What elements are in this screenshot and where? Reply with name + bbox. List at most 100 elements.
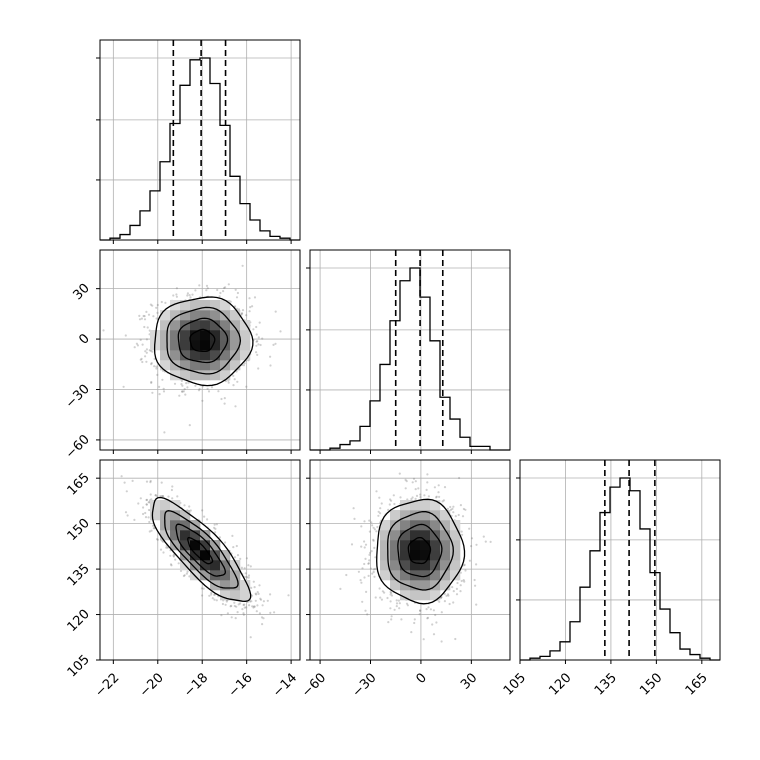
scatter-point	[202, 587, 205, 590]
density-cell	[440, 550, 451, 561]
scatter-point	[215, 599, 218, 602]
p0_hist-panel	[96, 39, 301, 244]
scatter-point	[489, 540, 492, 544]
density-cell	[440, 520, 451, 531]
density-cell	[410, 590, 421, 601]
scatter-point	[155, 367, 158, 370]
scatter-point	[160, 300, 163, 304]
density-cell	[190, 330, 201, 341]
x-tick-label: −14	[270, 670, 300, 700]
scatter-point	[260, 616, 264, 619]
scatter-point	[206, 287, 209, 290]
scatter-point	[159, 548, 163, 551]
scatter-point	[431, 623, 434, 626]
density-cell	[200, 350, 211, 361]
scatter-point	[470, 545, 473, 548]
scatter-point	[398, 602, 401, 605]
scatter-point	[139, 338, 142, 341]
scatter-point	[419, 496, 422, 499]
scatter-point	[185, 572, 188, 575]
scatter-point	[438, 600, 441, 603]
contour-line	[407, 536, 432, 565]
density-cell	[150, 510, 161, 521]
scatter-point	[464, 508, 467, 511]
density-cell	[390, 560, 401, 571]
scatter-point	[459, 504, 462, 507]
scatter-point	[242, 613, 245, 616]
density-cell	[400, 500, 411, 511]
scatter-point	[411, 481, 414, 484]
density-cell	[190, 340, 201, 351]
scatter-point	[381, 590, 384, 593]
scatter-point	[147, 508, 151, 512]
density-cell	[230, 360, 241, 371]
scatter-point	[162, 551, 165, 554]
scatter-point	[229, 605, 232, 608]
scatter-point	[379, 596, 382, 599]
scatter-point	[144, 350, 147, 353]
scatter-point	[180, 379, 183, 382]
scatter-point	[398, 472, 401, 475]
scatter-point	[462, 564, 465, 567]
scatter-point	[368, 559, 371, 562]
y-tick-label: 30	[71, 281, 93, 303]
scatter-point	[150, 498, 153, 501]
scatter-point	[456, 581, 459, 585]
scatter-point	[259, 597, 262, 600]
scatter-point	[102, 329, 105, 332]
scatter-point	[378, 496, 381, 499]
scatter-point	[177, 562, 180, 565]
density-cell	[440, 530, 451, 541]
scatter-point	[183, 504, 186, 507]
scatter-point	[440, 611, 443, 614]
scatter-point	[158, 393, 161, 396]
scatter-point	[233, 556, 237, 559]
x-tick-label: −18	[181, 670, 211, 700]
scatter-point	[475, 603, 478, 606]
scatter-point	[404, 487, 407, 490]
scatter-point	[251, 305, 254, 308]
scatter-point	[440, 640, 443, 643]
density-cell	[150, 500, 161, 511]
density-cell	[220, 580, 231, 591]
scatter-point	[172, 554, 175, 557]
histogram-step	[310, 267, 510, 451]
scatter-point	[454, 637, 457, 641]
density-cell	[390, 570, 401, 581]
scatter-point	[236, 291, 239, 295]
density-cell	[430, 550, 441, 561]
scatter-point	[435, 495, 438, 498]
scatter-point	[441, 500, 444, 503]
scatter-point	[139, 358, 142, 361]
scatter-point	[413, 621, 416, 625]
density-cell	[230, 580, 241, 591]
scatter-point	[188, 424, 191, 427]
scatter-point	[253, 586, 256, 589]
scatter-point	[253, 605, 256, 608]
scatter-point	[144, 511, 147, 515]
plot-area	[100, 250, 300, 450]
density-cell	[160, 530, 171, 541]
scatter-point	[156, 373, 159, 376]
scatter-point	[173, 382, 177, 385]
scatter-point	[269, 364, 272, 367]
plot-area	[310, 460, 510, 660]
density-cell	[240, 350, 251, 361]
scatter-point	[397, 599, 400, 602]
scatter-point	[217, 390, 220, 393]
density-cell	[200, 360, 211, 371]
y-tick-label: −60	[63, 432, 93, 462]
scatter-point	[218, 295, 221, 298]
density-cell	[190, 560, 201, 571]
scatter-point	[133, 346, 136, 349]
scatter-point	[151, 391, 154, 394]
scatter-point	[149, 303, 152, 306]
x-tick-label: 120	[546, 670, 574, 698]
density-cell	[430, 570, 441, 581]
scatter-point	[415, 494, 419, 497]
density-cell	[180, 510, 191, 521]
scatter-point	[363, 576, 366, 579]
density-cell	[200, 370, 211, 381]
scatter-point	[410, 497, 413, 501]
scatter-point	[149, 481, 152, 484]
